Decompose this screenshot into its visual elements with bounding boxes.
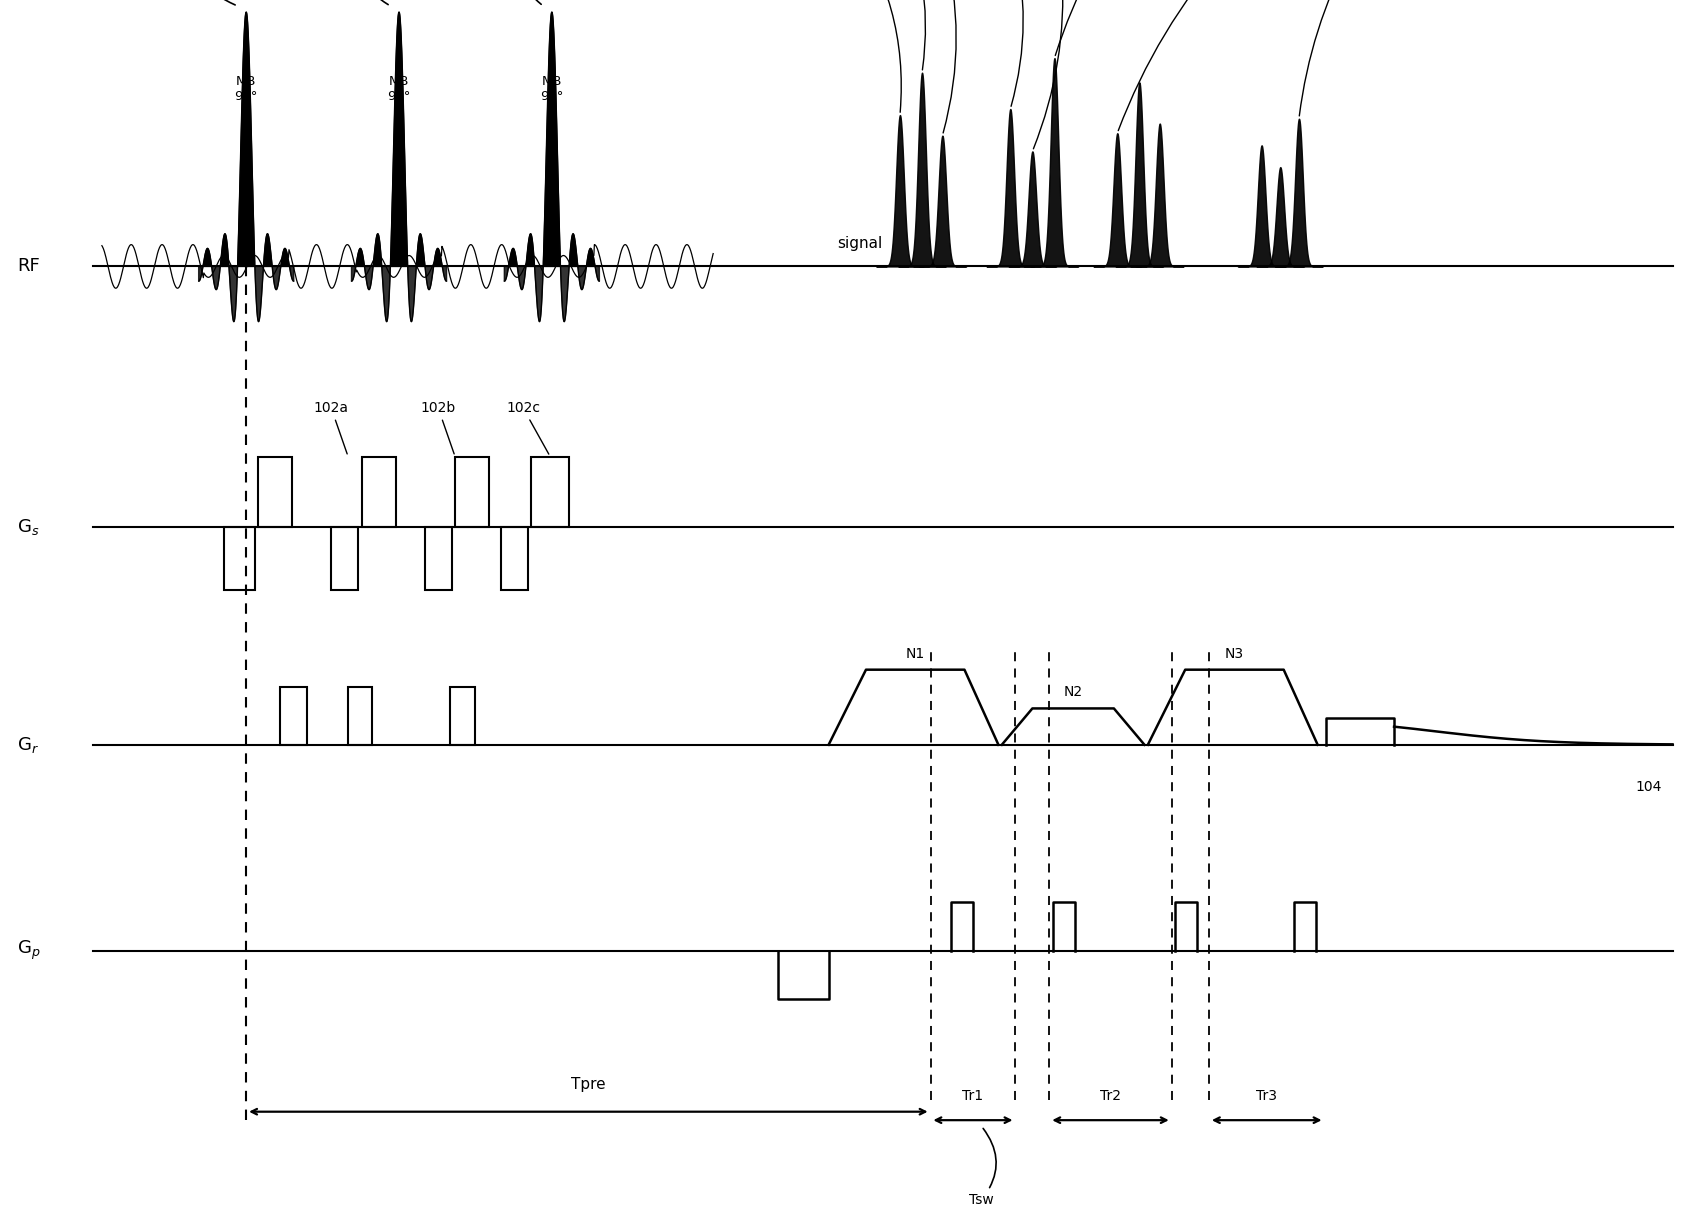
Bar bbox=[501, 527, 528, 590]
Text: N1: N1 bbox=[905, 647, 925, 660]
Text: 100b: 100b bbox=[318, 0, 389, 5]
Text: 102c: 102c bbox=[506, 401, 548, 454]
Text: G$_p$: G$_p$ bbox=[17, 939, 41, 963]
Text: N3: N3 bbox=[1224, 647, 1245, 660]
Text: 100a4: 100a4 bbox=[1299, 0, 1380, 116]
Text: 102b: 102b bbox=[421, 401, 455, 454]
Text: N2: N2 bbox=[1063, 685, 1083, 699]
Text: signal: signal bbox=[837, 236, 883, 251]
Bar bbox=[280, 687, 307, 745]
Text: 100b1: 100b1 bbox=[861, 0, 925, 70]
Bar bbox=[450, 687, 475, 745]
Bar bbox=[455, 457, 489, 527]
Bar bbox=[424, 527, 452, 590]
Text: RF: RF bbox=[17, 258, 39, 275]
Text: G$_r$: G$_r$ bbox=[17, 735, 39, 754]
Text: 104: 104 bbox=[1635, 780, 1662, 793]
Text: 100a2: 100a2 bbox=[987, 0, 1031, 107]
Text: Tr3: Tr3 bbox=[1257, 1089, 1277, 1103]
Bar bbox=[348, 687, 372, 745]
Text: 100b2: 100b2 bbox=[1054, 0, 1177, 56]
Text: 100c2: 100c2 bbox=[1034, 0, 1083, 149]
Text: MB
90°: MB 90° bbox=[234, 75, 258, 103]
Text: Tpre: Tpre bbox=[571, 1078, 606, 1092]
Text: MB
90°: MB 90° bbox=[387, 75, 411, 103]
Text: 102a: 102a bbox=[314, 401, 348, 454]
Text: G$_s$: G$_s$ bbox=[17, 517, 39, 536]
Text: 100c1: 100c1 bbox=[815, 0, 902, 113]
Bar bbox=[362, 457, 396, 527]
Text: Tr1: Tr1 bbox=[963, 1089, 983, 1103]
Text: Tsw: Tsw bbox=[970, 1129, 997, 1207]
Bar bbox=[224, 527, 255, 590]
Text: 100c3: 100c3 bbox=[1119, 0, 1262, 131]
Text: 100a1: 100a1 bbox=[917, 0, 961, 133]
Bar bbox=[331, 527, 358, 590]
Bar bbox=[531, 457, 569, 527]
Text: 100a: 100a bbox=[148, 0, 236, 5]
Text: 100c: 100c bbox=[484, 0, 542, 5]
Bar bbox=[258, 457, 292, 527]
Text: MB
90°: MB 90° bbox=[540, 75, 564, 103]
Text: Tr2: Tr2 bbox=[1100, 1089, 1121, 1103]
